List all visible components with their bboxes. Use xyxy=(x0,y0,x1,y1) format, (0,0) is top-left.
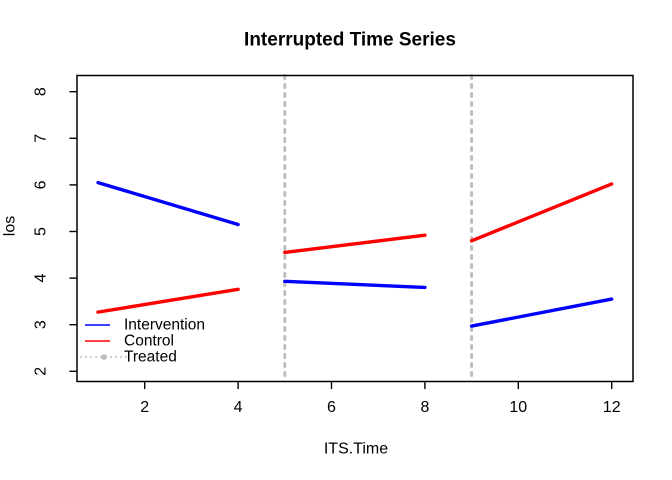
y-tick-label: 6 xyxy=(33,180,50,189)
legend-label-intervention: Intervention xyxy=(124,317,205,334)
y-tick-label: 5 xyxy=(33,227,50,236)
x-tick-label: 8 xyxy=(420,399,429,416)
plot-box xyxy=(76,74,634,383)
y-tick-label: 7 xyxy=(33,134,50,143)
legend-label-control: Control xyxy=(124,333,174,350)
y-tick-label: 2 xyxy=(33,367,50,376)
x-tick-label: 12 xyxy=(603,399,621,416)
x-axis-label: ITS.Time xyxy=(324,441,388,458)
series-line-control xyxy=(96,287,240,314)
x-tick-label: 2 xyxy=(140,399,149,416)
y-axis-label: los xyxy=(2,216,19,236)
x-tick-label: 6 xyxy=(327,399,336,416)
y-tick-label: 8 xyxy=(33,87,50,96)
y-tick-label: 4 xyxy=(33,274,50,283)
x-tick-label: 4 xyxy=(234,399,243,416)
series-line-control xyxy=(469,182,614,243)
series-line-control xyxy=(283,233,427,255)
legend-label-treated: Treated xyxy=(124,349,177,366)
plot-layer: 2 4 6 8 10 12 2 3 4 5 6 7 8 InterventionControlTreate… xyxy=(33,74,634,416)
series-line-intervention xyxy=(96,180,240,227)
series-line-intervention xyxy=(469,297,614,328)
x-tick-label: 10 xyxy=(509,399,527,416)
legend-marker-treated xyxy=(101,354,107,360)
chart-title: Interrupted Time Series xyxy=(244,30,456,51)
series-line-intervention xyxy=(283,279,427,290)
y-tick-label: 3 xyxy=(33,320,50,329)
